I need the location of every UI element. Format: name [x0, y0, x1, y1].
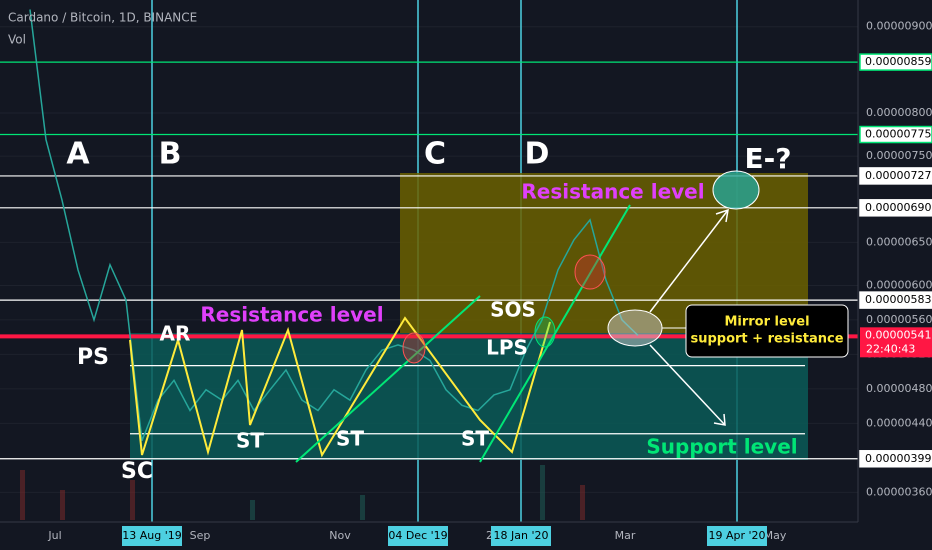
level-label-box	[859, 53, 932, 71]
volume-bar	[20, 470, 25, 520]
annotation: D	[525, 137, 550, 172]
arrow	[649, 209, 729, 313]
target	[712, 170, 760, 210]
level-label-box	[859, 450, 932, 468]
y-tick-label: 0.00000600	[866, 278, 932, 291]
x-tick-label: Mar	[615, 529, 636, 542]
volume-bar	[250, 500, 255, 520]
volume-label: Vol	[8, 33, 26, 47]
annotation: ST	[461, 427, 489, 451]
volume	[20, 465, 585, 520]
y-tick-label: 0.00000800	[866, 106, 932, 119]
annotation: Resistance level	[200, 303, 383, 327]
volume-bar	[130, 480, 135, 520]
axis: 0.00000900 0.00000800 0.00000750 0.00000650…	[47, 20, 932, 546]
annotation: PS	[77, 345, 109, 370]
arrow-head	[713, 413, 726, 426]
current-price-label: 0.00000541	[865, 328, 931, 341]
y-tick-label: 0.00000360	[866, 485, 932, 498]
y-tick-label: 0.00000480	[866, 382, 932, 395]
level-label: 0.00000775	[865, 128, 931, 141]
annotation: SOS	[490, 298, 536, 322]
marker-label: 19 Apr '20	[708, 529, 765, 542]
annotation: B	[159, 137, 182, 172]
y-tick-label: 0.00000750	[866, 149, 932, 162]
highlight	[402, 332, 426, 364]
volume-bar	[580, 485, 585, 520]
level-label: 0.00000859	[865, 55, 931, 68]
chart-title: Cardano / Bitcoin, 1D, BINANCE	[8, 11, 197, 25]
wyckoff-zigzag	[129, 316, 551, 458]
arrow	[649, 344, 726, 426]
callout-text: Mirror level	[724, 315, 809, 330]
marker-label-box	[707, 526, 767, 546]
callout-box	[685, 304, 849, 358]
level-label-box	[859, 291, 932, 309]
annotation: ST	[336, 427, 364, 451]
level-label: 0.00000399	[865, 452, 931, 465]
annotation: A	[66, 137, 90, 172]
highlight	[574, 254, 606, 290]
current-price-box	[860, 327, 932, 358]
x-tick-label: May	[764, 529, 787, 542]
trend-line	[295, 295, 481, 463]
annotation: E-?	[745, 142, 792, 175]
level-label-box	[859, 199, 932, 217]
levels	[0, 61, 858, 460]
marker-label: 13 Aug '19	[122, 529, 182, 542]
level-label: 0.00000583	[865, 293, 931, 306]
marker-label-box	[388, 526, 448, 546]
annotations: A B C D E-? Resistance level Resistance level S…	[66, 137, 797, 485]
x-tick-label: Jul	[47, 529, 61, 542]
volume-bar	[540, 465, 545, 520]
marker-label-box	[491, 526, 551, 546]
annotation: C	[424, 137, 446, 172]
countdown: 22:40:43	[866, 342, 915, 355]
annotation: LPS	[486, 336, 528, 360]
annotation: AR	[160, 322, 191, 346]
level-label-box	[859, 167, 932, 185]
highlight	[607, 309, 663, 347]
arrow-head	[715, 208, 729, 223]
annotation: Support level	[646, 435, 797, 459]
level-label-box	[859, 125, 932, 144]
highlight	[534, 316, 556, 348]
x-tick-label: Sep	[190, 529, 211, 542]
annotation: SC	[121, 459, 153, 484]
marker-label-box	[122, 526, 182, 546]
volume-bar	[60, 490, 65, 520]
marker-label: 04 Dec '19	[388, 529, 447, 542]
y-tick-label: 0.00000440	[866, 416, 932, 429]
volume-bar	[360, 495, 365, 520]
y-tick-label: 0.00000560	[866, 313, 932, 326]
level-label: 0.00000727	[865, 169, 931, 182]
annotation: ST	[236, 429, 264, 453]
x-tick-label: Nov	[329, 529, 351, 542]
annotation: Resistance level	[521, 180, 704, 204]
y-tick-label: 0.00000900	[866, 20, 932, 33]
y-tick-label: 0.00000650	[866, 235, 932, 248]
marker-label: 18 Jan '20	[494, 529, 549, 542]
callout-text: support + resistance	[690, 332, 843, 347]
level-label: 0.00000690	[865, 201, 931, 214]
